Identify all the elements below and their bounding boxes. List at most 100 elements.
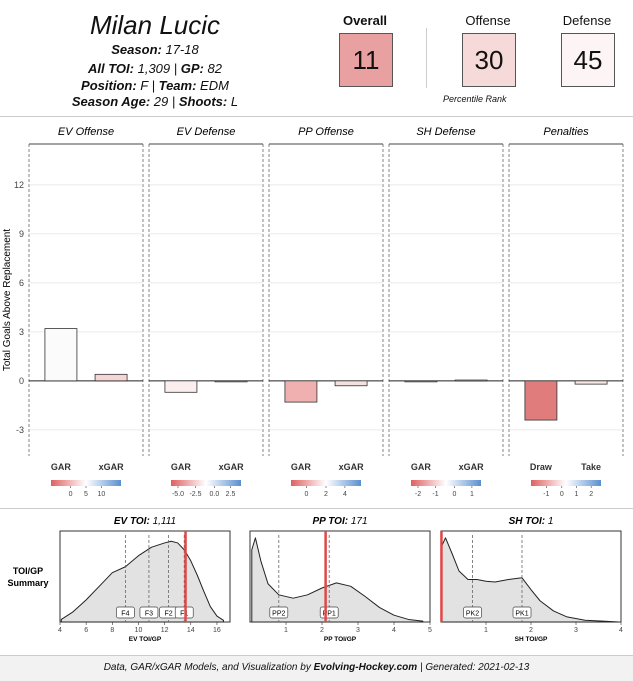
legend-tick-label: -1 xyxy=(432,491,438,498)
shoots-value: L xyxy=(230,94,239,109)
percentile-rank-note: Percentile Rank xyxy=(443,94,507,104)
bar-draw xyxy=(524,380,558,421)
percentile-divider xyxy=(426,28,427,88)
x-axis-label: EV TOI/GP xyxy=(129,636,162,643)
age-line: Season Age: 29 | Shoots: L xyxy=(71,94,239,109)
panel-title: EV Offense xyxy=(58,126,114,138)
x-tick-label: 12 xyxy=(161,627,169,634)
gar-bar-chart: Total Goals Above Replacement129630-3EV … xyxy=(2,126,624,498)
x-tick-label: xGAR xyxy=(339,462,365,472)
legend-color-bar xyxy=(291,480,361,486)
offense-percentile-box: 30 xyxy=(462,33,516,87)
legend-tick-label: 0 xyxy=(304,491,308,498)
legend-tick-label: 0 xyxy=(560,491,564,498)
y-tick-label: 12 xyxy=(14,180,24,190)
legend-tick-label: 1 xyxy=(575,491,579,498)
line-marker-box xyxy=(463,606,482,619)
x-tick-label: 4 xyxy=(619,627,623,634)
legend-tick-label: 10 xyxy=(98,491,106,498)
legend-tick-label: 2.5 xyxy=(226,491,236,498)
legend-tick-label: 2 xyxy=(589,491,593,498)
line-marker-label: PK2 xyxy=(466,611,479,618)
footer: Data, GAR/xGAR Models, and Visualization… xyxy=(0,655,633,681)
line-marker-box xyxy=(116,606,135,619)
x-tick-label: 10 xyxy=(135,627,143,634)
x-tick-label: 4 xyxy=(392,627,396,634)
panel-title: PP Offense xyxy=(298,126,354,138)
legend-tick-label: 0.0 xyxy=(210,491,220,498)
density-curve xyxy=(60,540,224,623)
toi-density-chart: TOI/GP Summary EV TOI: 1,111 F4 F3 F2 F1 4 6 8 10 1… xyxy=(7,516,623,643)
legend-color-bar xyxy=(531,480,601,486)
legend-color-bar xyxy=(411,480,481,486)
toi-panel-2: SH TOI: 1 PK2 PK1 1 2 3 4 SH TOI/GP xyxy=(440,516,623,643)
gp-label: GP: xyxy=(180,61,204,76)
legend-tick-label: -2 xyxy=(415,491,421,498)
x-tick-label: 2 xyxy=(320,627,324,634)
bar-gar xyxy=(404,380,438,383)
x-tick-label: xGAR xyxy=(99,462,125,472)
x-axis-label: SH TOI/GP xyxy=(515,636,548,643)
line-marker-box xyxy=(269,606,289,619)
x-tick-label: 6 xyxy=(84,627,88,634)
shoots-label: Shoots: xyxy=(178,94,228,109)
bar-gar xyxy=(164,380,198,393)
legend-color-bar xyxy=(51,480,121,486)
legend-tick-label: 2 xyxy=(324,491,328,498)
y-tick-label: -3 xyxy=(16,425,24,435)
y-tick-label: 6 xyxy=(19,278,24,288)
line-marker-label: F1 xyxy=(180,611,188,618)
y-tick-label: 3 xyxy=(19,327,24,337)
row-label-line: TOI/GP xyxy=(13,566,43,576)
player-name: Milan Lucic xyxy=(89,10,221,40)
position-label: Position: xyxy=(81,78,137,93)
panel-title: SH Defense xyxy=(416,126,475,138)
footer-generated-date: 2021-02-13 xyxy=(478,662,530,673)
x-tick-label: GAR xyxy=(291,462,312,472)
x-tick-label: GAR xyxy=(51,462,72,472)
x-tick-label: xGAR xyxy=(459,462,485,472)
line-marker-label: F3 xyxy=(145,611,153,618)
x-tick-label: 2 xyxy=(529,627,533,634)
toi-panel-1: PP TOI: 171 PP2 PP1 1 2 3 4 5 PP TOI/GP xyxy=(249,516,432,643)
x-tick-label: Draw xyxy=(530,462,553,472)
line-marker-label: F4 xyxy=(121,611,129,618)
bar-xgar xyxy=(454,379,488,382)
line-marker-box xyxy=(139,606,159,619)
toi-panel-0: EV TOI: 1,111 F4 F3 F2 F1 4 6 8 10 12 14 16 EV TOI/G… xyxy=(58,516,231,643)
panel-ev-offense: EV Offense GAR xGAR 0 5 10 xyxy=(28,126,144,498)
defense-percentile-box: 45 xyxy=(561,33,615,87)
legend-tick-label: -1 xyxy=(543,491,549,498)
x-tick-label: GAR xyxy=(171,462,192,472)
x-tick-label: 1 xyxy=(484,627,488,634)
panel-ev-defense: EV Defense GAR xGAR -5.0 -2.5 0.0 2.5 xyxy=(148,126,264,498)
bar-xgar xyxy=(334,380,368,387)
y-tick-label: 9 xyxy=(19,229,24,239)
toi-panel-title: SH TOI: 1 xyxy=(509,516,554,527)
legend-tick-label: 0 xyxy=(69,491,73,498)
x-tick-label: 14 xyxy=(187,627,195,634)
chart-divider xyxy=(0,508,633,509)
x-tick-label: GAR xyxy=(411,462,432,472)
line-marker-box xyxy=(174,606,194,619)
legend-tick-label: 4 xyxy=(343,491,347,498)
toi-line: All TOI: 1,309 | GP: 82 xyxy=(88,61,222,76)
toi-panel-title: PP TOI: 171 xyxy=(312,516,367,527)
panel-penalties: Penalties Draw Take -1 0 1 2 xyxy=(508,126,624,498)
overall-percentile-box: 11 xyxy=(339,33,393,87)
position-line: Position: F | Team: EDM xyxy=(81,78,229,93)
team-label: Team: xyxy=(158,78,197,93)
toi-value: 1,309 xyxy=(137,61,171,76)
legend-tick-label: 0 xyxy=(452,491,456,498)
age-value: 29 xyxy=(153,94,169,109)
legend-tick-label: 1 xyxy=(470,491,474,498)
season-value: 17-18 xyxy=(165,42,199,57)
footer-site: Evolving-Hockey.com xyxy=(313,662,418,673)
x-tick-label: 1 xyxy=(284,627,288,634)
panel-title: EV Defense xyxy=(177,126,236,138)
panel-pp-offense: PP Offense GAR xGAR 0 2 4 xyxy=(268,126,384,498)
x-tick-label: 3 xyxy=(356,627,360,634)
offense-label: Offense xyxy=(465,13,511,28)
header-divider xyxy=(0,116,633,117)
x-tick-label: 8 xyxy=(110,627,114,634)
